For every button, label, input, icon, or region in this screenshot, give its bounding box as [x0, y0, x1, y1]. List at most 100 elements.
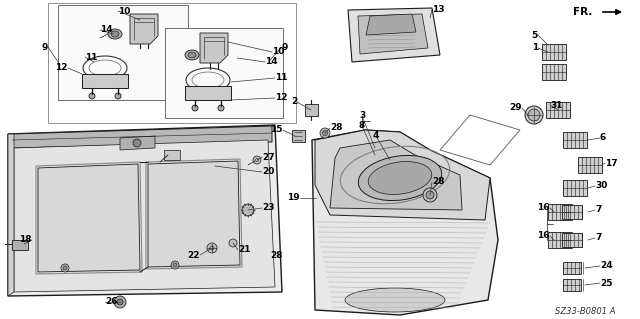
Circle shape — [133, 139, 141, 147]
Ellipse shape — [111, 31, 119, 37]
Text: 16: 16 — [538, 204, 550, 212]
Bar — [563, 279, 581, 291]
Polygon shape — [185, 86, 231, 100]
Text: 18: 18 — [19, 235, 32, 244]
Bar — [562, 205, 582, 219]
Bar — [542, 44, 566, 60]
Circle shape — [192, 105, 198, 111]
Circle shape — [528, 109, 540, 121]
Text: 5: 5 — [532, 31, 538, 40]
Polygon shape — [315, 130, 490, 220]
Polygon shape — [312, 130, 498, 315]
Polygon shape — [348, 8, 440, 62]
Text: 11: 11 — [275, 73, 287, 83]
Text: 22: 22 — [188, 250, 200, 259]
Text: 21: 21 — [238, 246, 250, 255]
Text: FR.: FR. — [573, 7, 592, 17]
Ellipse shape — [108, 29, 122, 39]
Text: 7: 7 — [595, 205, 602, 214]
Circle shape — [229, 239, 237, 247]
Text: 9: 9 — [282, 42, 289, 51]
Circle shape — [207, 243, 217, 253]
Bar — [164, 150, 180, 160]
Text: 15: 15 — [271, 125, 283, 135]
Circle shape — [117, 299, 123, 305]
Circle shape — [171, 261, 179, 269]
Ellipse shape — [185, 50, 199, 60]
Bar — [562, 233, 582, 247]
Polygon shape — [8, 125, 282, 296]
Ellipse shape — [188, 52, 196, 58]
Polygon shape — [38, 164, 140, 272]
Text: 14: 14 — [265, 57, 278, 66]
Text: 3: 3 — [359, 112, 365, 121]
Ellipse shape — [368, 161, 432, 195]
Text: SZ33-B0801 A: SZ33-B0801 A — [555, 308, 616, 316]
Circle shape — [426, 191, 434, 199]
Circle shape — [253, 156, 261, 164]
Bar — [542, 64, 566, 80]
Text: 25: 25 — [600, 278, 612, 287]
Bar — [563, 180, 587, 196]
Text: 24: 24 — [600, 262, 612, 271]
Polygon shape — [148, 161, 240, 267]
Bar — [48, 3, 296, 123]
Bar — [578, 157, 602, 173]
Text: 11: 11 — [85, 53, 97, 62]
Text: 4: 4 — [373, 131, 379, 140]
Bar — [165, 28, 283, 118]
Bar — [548, 204, 572, 220]
Text: 6: 6 — [600, 133, 606, 143]
Text: 17: 17 — [605, 159, 618, 167]
Circle shape — [218, 105, 224, 111]
Text: 31: 31 — [550, 100, 563, 109]
Circle shape — [115, 93, 121, 99]
Polygon shape — [305, 104, 318, 116]
Text: 10: 10 — [118, 6, 131, 16]
Circle shape — [173, 263, 177, 267]
Bar — [548, 232, 572, 248]
Text: 26: 26 — [105, 298, 118, 307]
Text: 20: 20 — [262, 167, 275, 176]
Text: 28: 28 — [270, 250, 282, 259]
Circle shape — [89, 93, 95, 99]
Text: 8: 8 — [359, 122, 365, 130]
Text: 30: 30 — [595, 182, 607, 190]
Text: 7: 7 — [595, 234, 602, 242]
Text: 9: 9 — [42, 42, 48, 51]
Text: 28: 28 — [330, 123, 342, 132]
Bar — [563, 132, 587, 148]
Polygon shape — [366, 14, 416, 35]
Text: 14: 14 — [100, 26, 113, 34]
Polygon shape — [12, 126, 272, 148]
Text: 1: 1 — [532, 43, 538, 53]
Polygon shape — [82, 74, 128, 88]
Circle shape — [242, 204, 254, 216]
Text: 23: 23 — [262, 204, 275, 212]
Circle shape — [323, 130, 328, 136]
Circle shape — [63, 266, 67, 270]
Text: 10: 10 — [272, 48, 284, 56]
Text: 27: 27 — [262, 152, 275, 161]
Text: 12: 12 — [56, 63, 68, 72]
Polygon shape — [120, 136, 155, 150]
Circle shape — [423, 188, 437, 202]
Bar — [546, 102, 570, 118]
Text: 29: 29 — [509, 103, 522, 113]
Polygon shape — [130, 14, 158, 44]
Text: 13: 13 — [432, 5, 445, 14]
Bar — [58, 5, 188, 100]
Text: 16: 16 — [538, 232, 550, 241]
Bar — [563, 262, 581, 274]
Polygon shape — [330, 140, 462, 210]
Polygon shape — [200, 33, 228, 63]
Ellipse shape — [358, 155, 442, 201]
Circle shape — [61, 264, 69, 272]
Polygon shape — [358, 14, 428, 54]
Polygon shape — [12, 240, 28, 250]
Text: 19: 19 — [287, 194, 300, 203]
Polygon shape — [292, 130, 305, 142]
Polygon shape — [8, 134, 14, 296]
Circle shape — [320, 128, 330, 138]
Text: 28: 28 — [432, 177, 445, 187]
